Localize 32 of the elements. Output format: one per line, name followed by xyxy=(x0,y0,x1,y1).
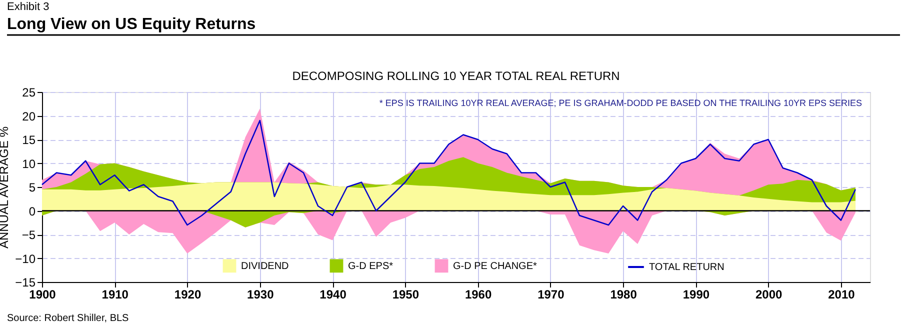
line-series xyxy=(41,120,856,226)
x-tick-label: 2010 xyxy=(828,288,856,302)
x-tick-label: 1980 xyxy=(610,288,638,302)
y-tick-label: −5 xyxy=(22,228,36,242)
y-tick-label: 15 xyxy=(22,133,36,147)
chart-title: Long View on US Equity Returns xyxy=(7,16,256,33)
y-tick-label: 20 xyxy=(22,109,36,124)
x-tick-label: 1920 xyxy=(174,288,202,302)
x-tick-label: 1950 xyxy=(392,288,420,302)
legend-label: G-D EPS* xyxy=(348,260,394,272)
chart-subtitle: DECOMPOSING ROLLING 10 YEAR TOTAL REAL RETURN xyxy=(292,69,620,83)
x-tick-label: 1960 xyxy=(464,288,492,302)
legend-label: G-D PE CHANGE* xyxy=(453,260,538,272)
legend-label: TOTAL RETURN xyxy=(649,262,724,273)
annotation: * EPS IS TRAILING 10YR REAL AVERAGE; PE IS GRAHAM-DODD PE BASED ON THE TRAILING 10YR EPS SERIES xyxy=(379,98,862,108)
y-tick-label: −10 xyxy=(15,252,36,266)
y-axis-title: ANNUAL AVERAGE % xyxy=(0,126,12,249)
y-tick-label: 5 xyxy=(28,180,36,194)
x-tick-label: 1900 xyxy=(29,288,56,302)
x-tick-label: 1970 xyxy=(538,288,565,302)
text: Exhibit 3 xyxy=(7,1,50,13)
x-tick-label: 1990 xyxy=(682,288,710,302)
x-tick-label: 1910 xyxy=(102,288,129,302)
x-tick-label: 1940 xyxy=(320,288,347,302)
x-tick-label: 2000 xyxy=(755,288,782,302)
legend-label: DIVIDEND xyxy=(241,260,289,272)
y-tick-label: 25 xyxy=(22,86,36,100)
y-tick-label: 10 xyxy=(22,156,36,171)
y-tick-label: 0 xyxy=(28,204,36,218)
x-tick-label: 1930 xyxy=(247,288,274,302)
source-note: Source: Robert Shiller, BLS xyxy=(7,313,130,324)
y-tick-label: −15 xyxy=(15,276,36,290)
